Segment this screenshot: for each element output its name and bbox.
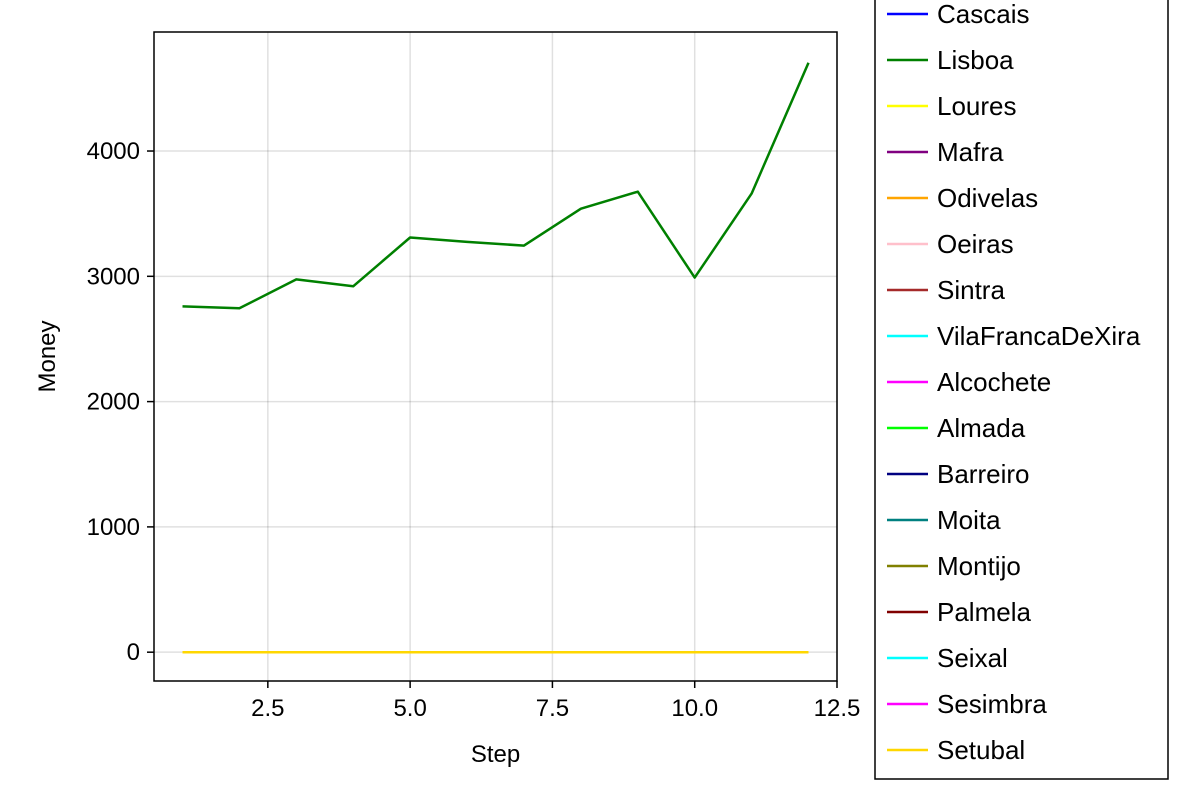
y-tick-label: 0: [127, 639, 140, 666]
legend-item: VilaFrancaDeXira: [887, 321, 1141, 351]
legend-item: Sintra: [887, 275, 1005, 305]
x-tick-label: 10.0: [671, 695, 718, 722]
y-tick-label: 1000: [87, 514, 140, 541]
legend-label: Alcochete: [937, 367, 1051, 397]
y-tick-label: 4000: [87, 138, 140, 165]
legend-label: Setubal: [937, 735, 1025, 765]
legend-label: Sesimbra: [937, 689, 1047, 719]
legend-label: Odivelas: [937, 183, 1038, 213]
legend-label: Barreiro: [937, 459, 1029, 489]
legend-item: Oeiras: [887, 229, 1014, 259]
x-axis: 2.5 5.0 7.5 10.0 12.5: [251, 681, 860, 722]
legend-box: [874, 0, 1169, 780]
legend-label: Montijo: [937, 551, 1021, 581]
legend-label: Moita: [937, 505, 1001, 535]
y-axis: 0 1000 2000 3000 4000: [87, 138, 154, 666]
legend-label: Lisboa: [937, 45, 1014, 75]
series-line-lisboa: [182, 62, 810, 310]
legend-item: Barreiro: [887, 459, 1029, 489]
legend-label: Palmela: [937, 597, 1031, 627]
y-axis-title: Money: [34, 320, 61, 392]
legend-label: Sintra: [937, 275, 1005, 305]
x-tick-label: 2.5: [251, 695, 284, 722]
legend-item: Montijo: [887, 551, 1021, 581]
legend-item: Cascais: [887, 0, 1029, 29]
legend-label: Oeiras: [937, 229, 1014, 259]
legend-item: Moita: [887, 505, 1001, 535]
legend-label: Mafra: [937, 137, 1004, 167]
legend-item: Loures: [887, 91, 1017, 121]
grid: [154, 32, 838, 681]
legend-item: Mafra: [887, 137, 1004, 167]
legend-item: Alcochete: [887, 367, 1051, 397]
x-tick-label: 7.5: [536, 695, 569, 722]
legend-label: Seixal: [937, 643, 1008, 673]
plot-frame: [153, 31, 838, 682]
y-tick-label: 2000: [87, 389, 140, 416]
series-lines: [182, 62, 810, 654]
x-tick-label: 12.5: [814, 695, 861, 722]
legend: Cascais Lisboa Loures Mafra Odivelas Oeiras Si…: [874, 0, 1169, 780]
x-tick-label: 5.0: [393, 695, 426, 722]
legend-item: Sesimbra: [887, 689, 1047, 719]
legend-label: Loures: [937, 91, 1017, 121]
legend-item: Lisboa: [887, 45, 1014, 75]
legend-item: Almada: [887, 413, 1026, 443]
legend-item: Palmela: [887, 597, 1031, 627]
y-tick-label: 3000: [87, 263, 140, 290]
legend-item: Odivelas: [887, 183, 1038, 213]
x-axis-title: Step: [471, 741, 520, 768]
legend-label: Cascais: [937, 0, 1029, 29]
legend-item: Seixal: [887, 643, 1008, 673]
legend-label: Almada: [937, 413, 1026, 443]
legend-label: VilaFrancaDeXira: [937, 321, 1141, 351]
legend-item: Setubal: [887, 735, 1025, 765]
